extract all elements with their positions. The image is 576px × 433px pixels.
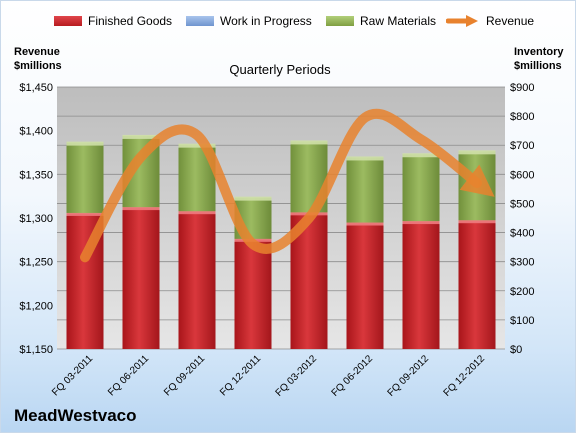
legend-item-finished-goods: Finished Goods: [54, 14, 172, 28]
right-axis-tick-label: $900: [510, 82, 534, 94]
bar-finished-goods-top: [458, 220, 496, 224]
right-axis-title: Inventory $millions: [514, 45, 564, 73]
left-axis-tick-label: $1,400: [19, 126, 53, 138]
right-axis-tick-label: $0: [510, 344, 522, 356]
right-axis-tick-label: $800: [510, 111, 534, 123]
brand-name: MeadWestvaco: [14, 406, 137, 425]
bar-finished-goods: [458, 221, 496, 349]
bar-finished-goods-top: [402, 221, 440, 225]
bar-finished-goods: [178, 212, 216, 349]
left-axis-tick-label: $1,200: [19, 300, 53, 312]
left-axis-title-line-1: Revenue: [14, 46, 60, 58]
bar-finished-goods-top: [122, 207, 160, 211]
bar-raw-materials: [346, 157, 384, 224]
right-axis-tick-label: $200: [510, 286, 534, 298]
x-axis-tick-label: FQ 09-2012: [386, 353, 432, 399]
chart-subtitle: Quarterly Periods: [229, 62, 331, 77]
bar-finished-goods: [234, 239, 272, 349]
bar-finished-goods: [122, 208, 160, 349]
right-axis-title-line-1: Inventory: [514, 46, 564, 58]
legend-label-revenue: Revenue: [486, 14, 535, 28]
right-axis-title-line-2: $millions: [514, 60, 562, 72]
legend-item-raw-materials: Raw Materials: [326, 14, 436, 28]
bar-raw-materials-top: [346, 156, 384, 161]
legend-swatch-finished-goods: [54, 16, 82, 26]
left-axis-tick-label: $1,250: [19, 257, 53, 269]
left-axis-title: Revenue $millions: [14, 45, 62, 73]
x-axis-tick-label: FQ 03-2012: [274, 353, 320, 399]
x-axis-tick-label: FQ 06-2012: [330, 353, 376, 399]
bar-raw-materials-top: [234, 196, 272, 201]
x-axis-tick-label: FQ 09-2011: [162, 353, 207, 398]
x-axis-tick-label: FQ 12-2011: [218, 353, 263, 398]
bar-raw-materials-top: [66, 141, 104, 146]
left-axis-title-line-2: $millions: [14, 60, 62, 72]
bar-finished-goods: [346, 223, 384, 349]
bar-raw-materials-top: [290, 140, 328, 145]
revenue-line-layer: [80, 108, 495, 263]
legend-swatch-raw-materials: [326, 16, 354, 26]
bar-finished-goods-top: [346, 222, 384, 226]
bar-raw-materials-top: [402, 153, 440, 158]
left-axis-tick-label: $1,350: [19, 169, 53, 181]
left-axis-tick-label: $1,450: [19, 82, 53, 94]
x-axis-tick-label: FQ 03-2011: [50, 353, 95, 398]
bar-finished-goods-top: [66, 212, 104, 216]
left-axis-tick-label: $1,300: [19, 213, 53, 225]
legend-item-work-in-progress: Work in Progress: [186, 14, 312, 28]
right-axis-tick-label: $700: [510, 140, 534, 152]
bar-raw-materials-top: [458, 150, 496, 155]
left-axis-tick-label: $1,150: [19, 344, 53, 356]
legend-swatch-work-in-progress: [186, 16, 214, 26]
right-axis-tick-label: $500: [510, 198, 534, 210]
bar-raw-materials: [66, 142, 104, 214]
legend: Finished Goods Work in Progress Raw Mate…: [0, 14, 576, 34]
bar-finished-goods: [402, 222, 440, 349]
x-axis-tick-label: FQ 12-2012: [442, 353, 488, 399]
bar-finished-goods-top: [178, 211, 216, 215]
right-axis-tick-label: $300: [510, 257, 534, 269]
right-axis-tick-label: $600: [510, 169, 534, 181]
revenue-line: [80, 108, 495, 263]
bar-raw-materials: [402, 154, 440, 223]
right-axis-tick-label: $400: [510, 228, 534, 240]
legend-label-work-in-progress: Work in Progress: [220, 14, 312, 28]
x-axis-tick-label: FQ 06-2011: [106, 353, 151, 398]
bar-raw-materials-top: [122, 134, 160, 139]
right-axis-tick-label: $100: [510, 315, 534, 327]
legend-label-finished-goods: Finished Goods: [88, 14, 173, 28]
legend-swatch-revenue: [446, 15, 478, 27]
legend-label-raw-materials: Raw Materials: [360, 14, 437, 28]
bar-raw-materials-top: [178, 143, 216, 148]
legend-item-revenue: Revenue: [446, 14, 534, 28]
